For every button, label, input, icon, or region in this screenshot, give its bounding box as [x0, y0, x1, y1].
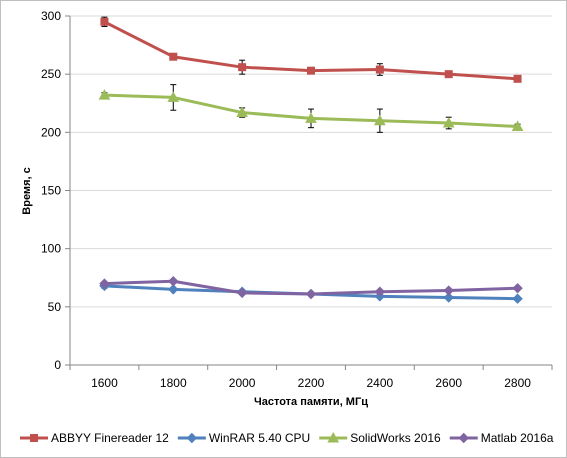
- data-point: [236, 287, 248, 299]
- legend-marker: [186, 432, 198, 444]
- legend-item: WinRAR 5.40 CPU: [177, 431, 310, 445]
- data-point: [307, 66, 315, 75]
- x-tick-label: 1600: [91, 376, 118, 390]
- series-group: [98, 16, 524, 304]
- data-point: [443, 292, 454, 303]
- series-3: [98, 84, 524, 133]
- legend-label: SolidWorks 2016: [350, 431, 441, 445]
- axes: [69, 16, 553, 370]
- data-point: [375, 65, 384, 74]
- legend-label: WinRAR 5.40 CPU: [209, 431, 310, 445]
- data-point: [236, 106, 248, 118]
- legend-item: Matlab 2016a: [449, 431, 554, 445]
- legend-label: ABBYY Finereader 12: [51, 431, 169, 445]
- legend: ABBYY Finereader 12 WinRAR 5.40 CPU SolidW…: [20, 431, 554, 445]
- series-1: [100, 16, 522, 83]
- y-tick-label: 0: [54, 358, 61, 372]
- y-tick-label: 50: [48, 300, 62, 314]
- data-point: [444, 70, 453, 79]
- data-point: [443, 285, 454, 296]
- x-tick-label: 2400: [367, 376, 394, 390]
- data-point: [99, 278, 110, 289]
- y-tick-label: 200: [41, 125, 61, 139]
- y-tick-label: 250: [41, 67, 61, 81]
- data-point: [305, 112, 317, 123]
- legend-label: Matlab 2016a: [481, 431, 554, 445]
- x-tick-label: 2200: [298, 376, 325, 390]
- data-point: [168, 276, 179, 287]
- legend-marker: [30, 434, 38, 442]
- series-4: [99, 276, 523, 300]
- data-point: [374, 114, 386, 126]
- x-tick-label: 2600: [435, 376, 462, 390]
- y-tick-label: 150: [41, 184, 61, 198]
- x-axis-title: Частота памяти, МГц: [254, 396, 368, 408]
- data-point: [374, 286, 386, 297]
- x-tick-label: 2800: [504, 376, 531, 390]
- data-point: [513, 74, 522, 83]
- data-point: [167, 91, 180, 102]
- x-tick-labels: 1600 1800 2000 2200 2400 2600 2800: [91, 376, 531, 390]
- data-point: [238, 63, 247, 72]
- x-tick-label: 1800: [160, 376, 187, 390]
- data-point: [442, 116, 455, 128]
- data-point: [100, 17, 109, 26]
- data-point: [98, 89, 111, 100]
- legend-item: ABBYY Finereader 12: [20, 431, 169, 445]
- y-tick-label: 100: [41, 242, 61, 256]
- data-point: [168, 284, 179, 295]
- x-tick-label: 2000: [229, 376, 256, 390]
- y-tick-labels: 0 50 100 150 200 250 300: [41, 9, 61, 372]
- data-point: [512, 283, 523, 294]
- data-point: [512, 293, 523, 304]
- data-point: [511, 120, 524, 132]
- legend-marker: [458, 432, 469, 444]
- data-point: [305, 288, 317, 300]
- y-tick-label: 300: [41, 9, 61, 23]
- grid-lines: [65, 15, 552, 366]
- legend-item: SolidWorks 2016: [319, 431, 441, 445]
- y-axis-title: Время, с: [21, 167, 33, 214]
- data-point: [169, 52, 178, 61]
- legend-marker: [327, 431, 340, 443]
